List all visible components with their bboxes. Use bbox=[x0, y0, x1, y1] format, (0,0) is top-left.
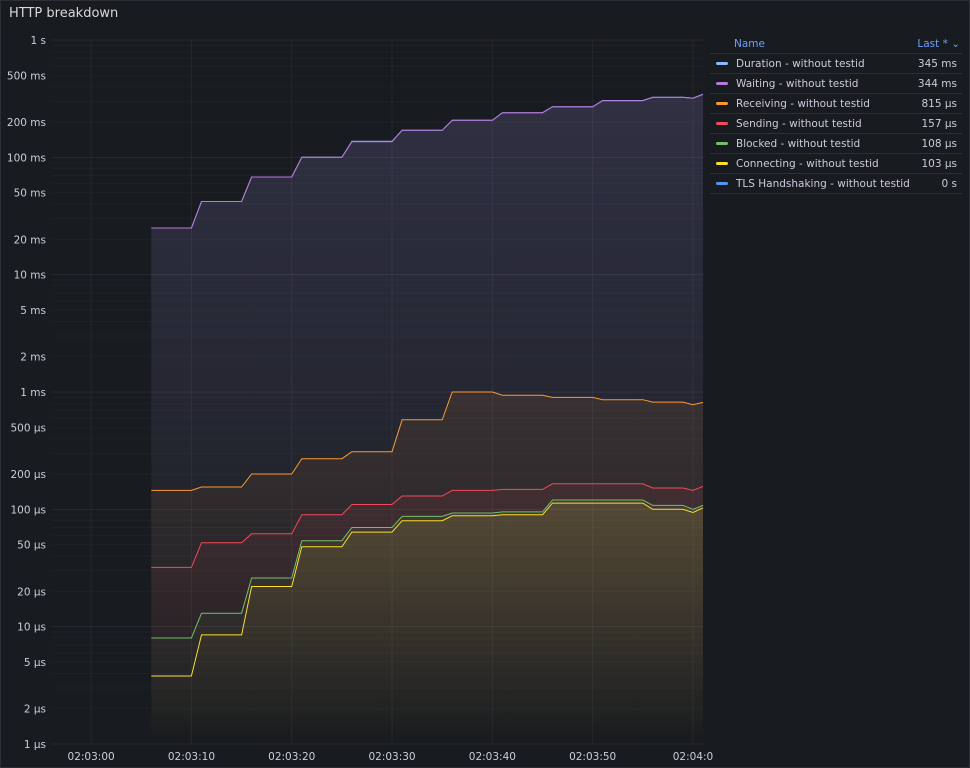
y-tick-label: 5 ms bbox=[20, 305, 46, 317]
x-tick-label: 02:03:40 bbox=[469, 751, 516, 763]
y-tick-label: 2 µs bbox=[24, 704, 46, 716]
legend-series-name: Duration - without testid bbox=[736, 57, 865, 70]
legend-series-name: Blocked - without testid bbox=[736, 137, 861, 150]
legend-label-group: Sending - without testid bbox=[710, 118, 862, 130]
x-tick-label: 02:03:20 bbox=[268, 751, 315, 763]
legend-swatch bbox=[716, 162, 728, 165]
x-tick-label: 02:03:30 bbox=[368, 751, 415, 763]
x-tick-label: 02:03:00 bbox=[68, 751, 115, 763]
legend-last-value: 108 µs bbox=[921, 137, 957, 150]
legend-swatch bbox=[716, 122, 728, 125]
legend-label-group: Blocked - without testid bbox=[710, 138, 860, 150]
series-fill-5 bbox=[151, 503, 704, 744]
legend-row[interactable]: Waiting - without testid 344 ms bbox=[710, 74, 962, 94]
y-tick-label: 50 µs bbox=[17, 540, 46, 552]
series-line-3[interactable] bbox=[151, 483, 704, 568]
y-tick-label: 20 ms bbox=[14, 234, 46, 246]
legend-series-name: Receiving - without testid bbox=[736, 97, 870, 110]
x-tick-label: 02:03:10 bbox=[168, 751, 215, 763]
series-line-1[interactable] bbox=[151, 93, 704, 229]
series-fills bbox=[151, 94, 704, 744]
panel-title[interactable]: HTTP breakdown bbox=[9, 6, 119, 21]
y-tick-label: 20 µs bbox=[17, 586, 46, 598]
legend-label-group: Receiving - without testid bbox=[710, 98, 870, 110]
legend-row[interactable]: Blocked - without testid 108 µs bbox=[710, 134, 962, 154]
y-tick-label: 5 µs bbox=[24, 657, 46, 669]
y-axis: 1 s 500 ms 200 ms 100 ms 50 ms 20 ms 10 ms 5 ms… bbox=[7, 35, 46, 751]
legend-header: Name Last * ⌄ bbox=[710, 34, 962, 54]
x-axis: 02:03:00 02:03:10 02:03:20 02:03:30 02:03:40… bbox=[68, 751, 714, 763]
legend-last-value: 345 ms bbox=[917, 57, 957, 70]
legend-swatch bbox=[716, 102, 728, 105]
legend-row[interactable]: Duration - without testid 345 ms bbox=[710, 54, 962, 74]
legend-last-value: 815 µs bbox=[921, 97, 957, 110]
y-tick-label: 200 ms bbox=[7, 117, 46, 129]
legend-swatch bbox=[716, 82, 728, 85]
legend-label-group: Waiting - without testid bbox=[710, 78, 858, 90]
y-tick-label: 500 ms bbox=[7, 70, 46, 82]
legend-label-group: Connecting - without testid bbox=[710, 158, 879, 170]
y-tick-label: 10 ms bbox=[14, 270, 46, 282]
y-tick-label: 200 µs bbox=[10, 469, 46, 481]
series-line-2[interactable] bbox=[151, 391, 704, 491]
legend-swatch bbox=[716, 62, 728, 65]
y-tick-label: 2 ms bbox=[20, 352, 46, 364]
legend-swatch bbox=[716, 142, 728, 145]
series-line-5[interactable] bbox=[151, 502, 704, 677]
legend-name-header[interactable]: Name bbox=[734, 37, 765, 50]
y-tick-label: 100 µs bbox=[10, 504, 46, 516]
legend-last-value: 0 s bbox=[941, 177, 958, 190]
legend-series-name: TLS Handshaking - without testid bbox=[736, 177, 910, 190]
y-tick-label: 500 µs bbox=[10, 422, 46, 434]
legend-series-name: Waiting - without testid bbox=[736, 77, 859, 90]
y-tick-label: 100 ms bbox=[7, 152, 46, 164]
series-lines bbox=[151, 93, 704, 677]
y-tick-label: 1 ms bbox=[20, 387, 46, 399]
y-tick-label: 1 s bbox=[31, 35, 47, 47]
legend-row[interactable]: Receiving - without testid 815 µs bbox=[710, 94, 962, 114]
legend-series-name: Connecting - without testid bbox=[736, 157, 879, 170]
legend-label-group: TLS Handshaking - without testid bbox=[710, 178, 910, 190]
y-tick-label: 50 ms bbox=[14, 188, 46, 200]
series-line-4[interactable] bbox=[151, 499, 704, 639]
legend-row[interactable]: Connecting - without testid 103 µs bbox=[710, 154, 962, 174]
x-tick-label: 02:04:0 bbox=[673, 751, 713, 763]
legend-last-header[interactable]: Last * ⌄ bbox=[917, 37, 960, 50]
y-tick-label: 1 µs bbox=[24, 739, 46, 751]
legend-last-value: 344 ms bbox=[917, 77, 957, 90]
legend-series-name: Sending - without testid bbox=[736, 117, 862, 130]
legend: Name Last * ⌄ Duration - without testid 3… bbox=[710, 34, 962, 194]
legend-row[interactable]: TLS Handshaking - without testid 0 s bbox=[710, 174, 962, 194]
legend-label-group: Duration - without testid bbox=[710, 58, 865, 70]
legend-swatch bbox=[716, 182, 728, 185]
x-tick-label: 02:03:50 bbox=[569, 751, 616, 763]
legend-row[interactable]: Sending - without testid 157 µs bbox=[710, 114, 962, 134]
legend-last-value: 157 µs bbox=[921, 117, 957, 130]
legend-last-value: 103 µs bbox=[921, 157, 957, 170]
y-tick-label: 10 µs bbox=[17, 622, 46, 634]
